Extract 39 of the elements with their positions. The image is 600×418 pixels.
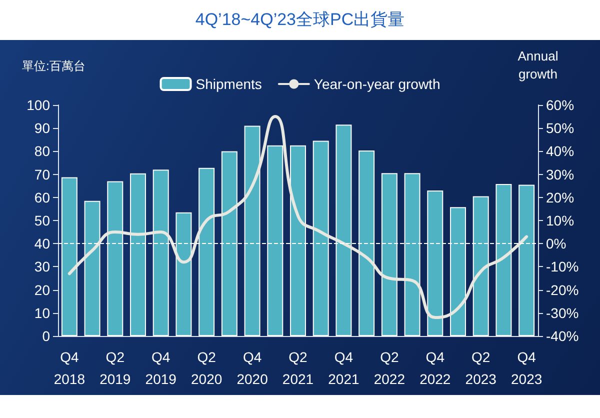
x-tick-label: Q2 2020 [190,349,222,387]
line-series [68,115,528,320]
y2-tick-label: -20% [546,282,579,298]
y-tick-label: 80 [34,143,50,160]
x-tick-label: Q4 2018 [54,349,86,387]
legend-label: Year-on-year growth [314,76,440,92]
y2-tick-label: 60% [546,97,574,113]
x-tick-label: Q2 2019 [100,349,131,387]
y-tick-label: 0 [42,328,50,344]
x-tick-label: Q4 2020 [236,349,268,387]
y2-tick-label: -10% [546,258,579,275]
x-tick-label: Q2 2022 [374,349,406,387]
x-tick-label: Q4 2022 [420,349,451,387]
chart-title: 4Q’18~4Q’23全球PC出貨量 [195,10,405,29]
y2-axis-title: Annual growth [518,48,558,82]
y-tick-label: 20 [34,282,50,298]
x-tick-label: Q4 2019 [145,349,177,387]
y2-tick-label: 30% [546,166,574,182]
legend-label: Shipments [196,76,262,92]
y2-tick-label: 0% [546,236,566,252]
y-tick-label: 50 [34,212,50,228]
y2-tick-label: 40% [546,143,574,160]
y-tick-label: 60 [34,189,50,206]
y2-tick-label: -40% [546,328,579,344]
y-tick-label: 90 [34,120,50,136]
text: 單位:百萬台 [22,59,86,73]
x-tick-label: Q2 2023 [465,349,497,387]
y2-tick-label: 20% [546,189,574,206]
y-tick-label: 40 [34,236,50,252]
y2-tick-label: 10% [546,212,574,228]
y-tick-label: 10 [34,304,50,321]
x-tick-label: Q4 2021 [328,349,360,387]
y-tick-label: 70 [34,166,50,182]
x-tick-label: Q4 2023 [510,349,542,387]
y-tick-label: 30 [34,258,50,275]
y2-tick-label: -30% [546,304,579,321]
x-tick-label: Q2 2021 [282,349,314,387]
y-tick-label: 100 [26,97,50,113]
y2-tick-label: 50% [546,120,574,136]
